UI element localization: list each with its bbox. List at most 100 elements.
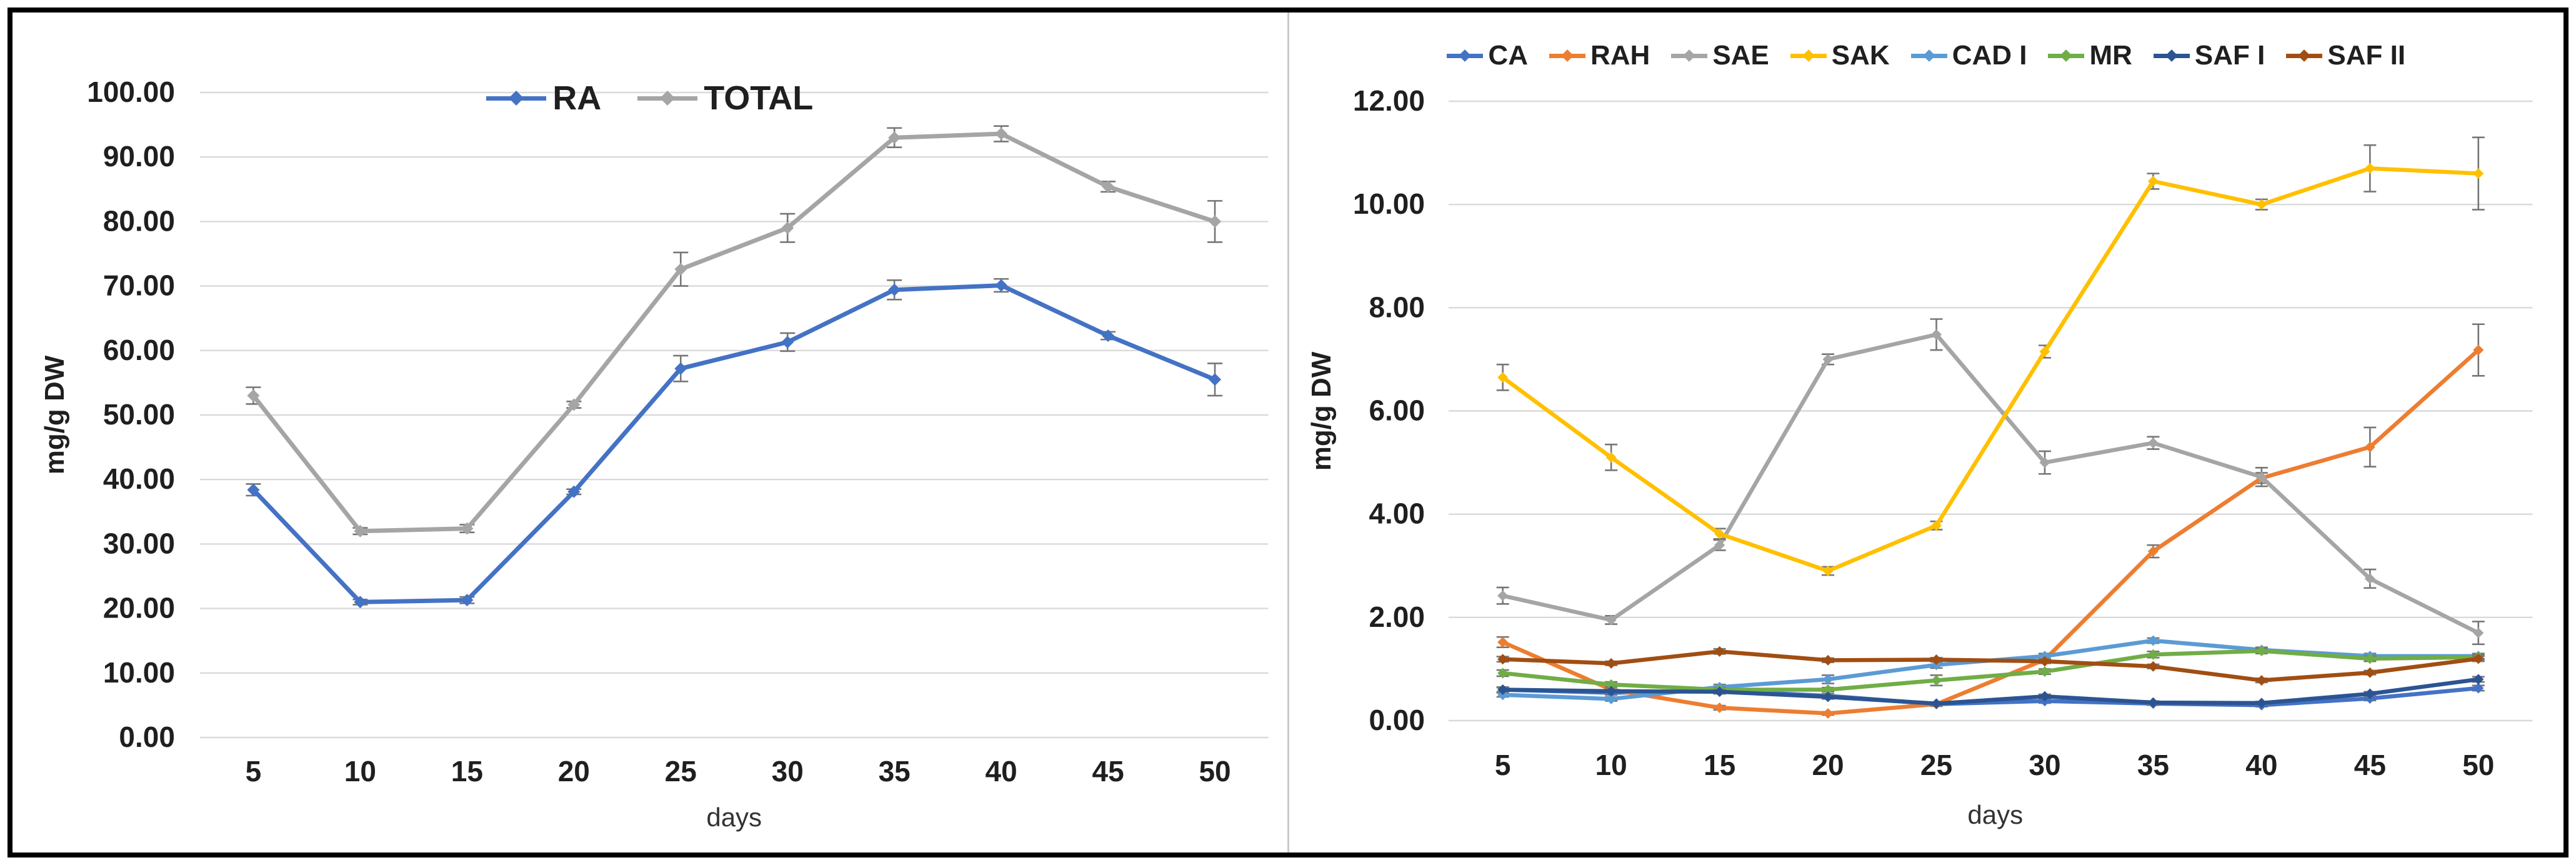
x-axis-ticks: 5 10 15 20 25 30 35 40 45 50 — [246, 755, 1231, 788]
data-point-marker — [2255, 471, 2267, 482]
data-point-marker — [1497, 654, 1508, 665]
figure-frame: RA TOTAL 0.00 10.00 20.00 30.00 40.00 50.00 60.… — [7, 8, 2569, 858]
x-tick-label: 15 — [451, 755, 483, 788]
x-tick-label: 10 — [1595, 749, 1627, 781]
data-point-marker — [1497, 684, 1508, 695]
series-sae — [1496, 318, 2485, 646]
x-tick-label: 50 — [2462, 749, 2494, 781]
data-point-marker — [2364, 162, 2375, 174]
data-point-marker — [1930, 675, 1942, 686]
x-tick-label: 15 — [1704, 749, 1735, 781]
left-chart-generated: 0.00 10.00 20.00 30.00 40.00 50.00 60.00 70.00 8… — [87, 76, 1269, 788]
data-point-marker — [1102, 180, 1115, 193]
data-point-marker — [2039, 691, 2050, 702]
data-point-marker — [1930, 329, 1942, 340]
x-tick-label: 35 — [879, 755, 911, 788]
y-axis-ticks: 0.00 2.00 4.00 6.00 8.00 10.00 12.00 — [1352, 84, 1424, 736]
gridlines — [199, 91, 1269, 739]
data-point-marker — [1714, 646, 1725, 657]
right-chart-panel: CA RAH SAE SAK CAD I MR SAF I SAF II 0.00 2.00 4.… — [1289, 12, 2564, 852]
data-point-marker — [1930, 698, 1942, 709]
y-tick-label: 70.00 — [103, 269, 175, 302]
x-tick-label: 50 — [1199, 755, 1231, 788]
data-point-marker — [1930, 654, 1942, 666]
y-tick-label: 8.00 — [1369, 291, 1424, 323]
x-tick-label: 30 — [2029, 749, 2060, 781]
data-point-marker — [2039, 346, 2050, 358]
data-point-marker — [2147, 176, 2159, 187]
data-point-marker — [1605, 452, 1617, 463]
series-saf-i — [1496, 674, 2485, 709]
data-point-marker — [567, 398, 581, 411]
y-tick-label: 60.00 — [103, 334, 175, 366]
data-point-marker — [1714, 702, 1725, 713]
data-point-marker — [1714, 539, 1725, 551]
right-chart: 0.00 2.00 4.00 6.00 8.00 10.00 12.00 5 10 15 20 25 3… — [1305, 84, 2533, 829]
data-point-marker — [2472, 682, 2484, 694]
data-point-marker — [674, 362, 687, 375]
data-point-marker — [2472, 628, 2484, 639]
data-point-marker — [2255, 199, 2267, 210]
y-tick-label: 90.00 — [103, 140, 175, 172]
data-point-marker — [674, 262, 687, 276]
data-point-marker — [1822, 708, 1834, 719]
data-point-marker — [2255, 698, 2267, 709]
y-axis-ticks: 0.00 10.00 20.00 30.00 40.00 50.00 60.00 70.00 8… — [87, 76, 175, 753]
data-point-marker — [354, 524, 367, 538]
data-point-marker — [1605, 693, 1617, 704]
data-point-marker — [1930, 520, 1942, 531]
data-point-marker — [2364, 573, 2375, 584]
gridlines — [1448, 100, 2533, 722]
data-point-marker — [1822, 354, 1834, 365]
data-point-marker — [1497, 372, 1508, 383]
data-point-marker — [354, 596, 367, 609]
right-y-axis-title: mg/g DW — [1305, 351, 1336, 471]
data-point-marker — [1605, 679, 1617, 690]
data-point-marker — [2147, 649, 2159, 660]
series-ra — [246, 278, 1223, 609]
data-point-marker — [2039, 457, 2050, 468]
series-cad-i — [1496, 635, 2485, 704]
y-tick-label: 30.00 — [103, 527, 175, 559]
data-point-marker — [1605, 614, 1617, 626]
data-point-marker — [2472, 674, 2484, 685]
data-point-marker — [1714, 686, 1725, 698]
y-tick-label: 0.00 — [119, 721, 174, 753]
data-point-marker — [1822, 674, 1834, 685]
data-point-marker — [2472, 168, 2484, 179]
y-tick-label: 100.00 — [87, 76, 175, 108]
right-chart-generated: 0.00 2.00 4.00 6.00 8.00 10.00 12.00 5 10 15 20 25 3… — [1352, 84, 2533, 781]
x-tick-label: 30 — [772, 755, 804, 788]
x-tick-label: 20 — [1812, 749, 1844, 781]
y-tick-label: 4.00 — [1369, 498, 1424, 530]
data-point-marker — [461, 522, 474, 535]
y-tick-label: 20.00 — [103, 592, 175, 624]
data-point-marker — [247, 483, 260, 496]
y-tick-label: 10.00 — [103, 656, 175, 689]
y-tick-label: 2.00 — [1369, 601, 1424, 633]
data-point-marker — [2364, 688, 2375, 699]
data-point-marker — [1605, 686, 1617, 697]
data-point-marker — [2364, 667, 2375, 678]
data-point-marker — [1605, 658, 1617, 669]
x-tick-label: 25 — [665, 755, 697, 788]
x-tick-label: 45 — [2354, 749, 2385, 781]
x-tick-label: 5 — [1494, 749, 1510, 781]
data-point-marker — [2147, 546, 2159, 557]
y-tick-label: 80.00 — [103, 204, 175, 237]
data-point-marker — [2147, 635, 2159, 646]
y-tick-label: 6.00 — [1369, 394, 1424, 426]
data-point-marker — [1822, 684, 1834, 695]
data-point-marker — [2364, 441, 2375, 452]
x-tick-label: 5 — [246, 755, 262, 788]
data-point-marker — [1822, 654, 1834, 666]
data-point-marker — [2147, 661, 2159, 672]
data-point-marker — [2147, 438, 2159, 449]
data-point-marker — [1497, 668, 1508, 679]
data-point-marker — [781, 221, 794, 234]
data-point-marker — [781, 336, 794, 349]
data-point-marker — [1822, 566, 1834, 577]
left-y-axis-title: mg/g DW — [39, 355, 70, 474]
x-tick-label: 45 — [1092, 755, 1124, 788]
x-tick-label: 35 — [2137, 749, 2169, 781]
